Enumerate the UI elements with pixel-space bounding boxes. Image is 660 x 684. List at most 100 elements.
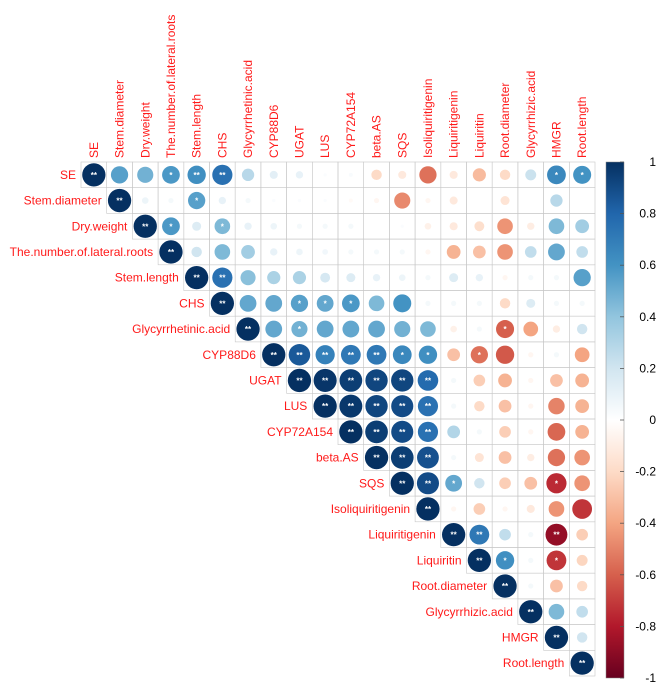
corr-circle bbox=[365, 420, 388, 444]
row-label: HMGR bbox=[502, 630, 539, 644]
corr-circle bbox=[365, 369, 388, 392]
corr-circle bbox=[133, 214, 157, 238]
significance-label: ** bbox=[425, 479, 432, 488]
corr-circle bbox=[475, 273, 484, 282]
corr-circle bbox=[262, 343, 286, 367]
corr-circle bbox=[417, 396, 439, 417]
corr-circle bbox=[553, 300, 560, 306]
corr-circle bbox=[576, 580, 588, 592]
significance-label: ** bbox=[219, 299, 226, 308]
significance-label: * bbox=[169, 171, 173, 180]
corr-circle bbox=[348, 172, 353, 177]
column-label: Glycyrrhetinic.acid bbox=[241, 60, 255, 158]
corr-circle bbox=[394, 320, 411, 338]
corr-circle bbox=[398, 274, 406, 281]
corr-circle bbox=[339, 420, 363, 444]
corr-circle bbox=[575, 373, 590, 388]
corr-circle bbox=[110, 166, 129, 184]
corr-circle bbox=[391, 369, 414, 392]
corr-circle bbox=[498, 399, 512, 413]
significance-label: * bbox=[169, 222, 173, 231]
corr-circle bbox=[498, 451, 512, 464]
corr-circle bbox=[212, 267, 233, 288]
significance-label: ** bbox=[399, 428, 406, 437]
corr-circle bbox=[425, 249, 431, 255]
corr-circle bbox=[315, 345, 335, 365]
significance-label: ** bbox=[322, 376, 329, 385]
corr-circle bbox=[162, 217, 180, 236]
corr-circle bbox=[265, 294, 283, 312]
corr-circle bbox=[313, 394, 337, 418]
corr-circle bbox=[576, 554, 588, 566]
corr-circle bbox=[548, 501, 565, 517]
corr-circle bbox=[573, 165, 592, 184]
corr-circle bbox=[473, 503, 486, 515]
corr-circle bbox=[292, 271, 307, 285]
grid-cell bbox=[568, 187, 596, 214]
column-label: SQS bbox=[395, 133, 409, 158]
corr-circle bbox=[499, 426, 511, 438]
corr-circle bbox=[530, 199, 532, 202]
corr-circle bbox=[495, 345, 515, 364]
row-label: Liquiritigenin bbox=[368, 528, 435, 542]
corr-circle bbox=[499, 528, 511, 541]
corr-circle bbox=[544, 625, 569, 650]
corr-circle bbox=[168, 197, 174, 204]
corr-circle bbox=[550, 579, 563, 593]
corr-circle bbox=[470, 346, 488, 364]
significance-label: * bbox=[452, 479, 456, 488]
corr-circle bbox=[575, 219, 590, 234]
significance-label: ** bbox=[553, 531, 560, 540]
colorbar-tick-label: 1 bbox=[649, 155, 656, 169]
row-label: The.number.of.lateral.roots bbox=[10, 245, 153, 259]
corr-circle bbox=[348, 198, 353, 203]
corr-circle bbox=[390, 471, 414, 495]
corr-circle bbox=[425, 275, 431, 281]
corr-circle bbox=[425, 197, 431, 204]
significance-label: ** bbox=[528, 608, 535, 617]
significance-label: * bbox=[555, 479, 559, 488]
corr-circle bbox=[550, 374, 563, 387]
significance-label: ** bbox=[399, 376, 406, 385]
colorbar-tick-label: 0.4 bbox=[639, 310, 656, 324]
corr-circle bbox=[191, 246, 202, 258]
significance-label: ** bbox=[194, 171, 201, 180]
corr-circle bbox=[420, 321, 436, 337]
corr-circle bbox=[523, 321, 539, 337]
corr-circle bbox=[451, 454, 457, 461]
significance-label: ** bbox=[425, 376, 432, 385]
significance-label: * bbox=[221, 222, 225, 231]
corr-circle bbox=[265, 320, 283, 338]
corr-circle bbox=[576, 246, 588, 258]
significance-label: ** bbox=[476, 556, 483, 565]
row-label: Isoliquiritigenin bbox=[331, 502, 410, 516]
corr-circle bbox=[214, 218, 231, 235]
corr-circle bbox=[137, 166, 154, 183]
column-label: Root.diameter bbox=[498, 83, 512, 158]
corr-circle bbox=[185, 266, 209, 290]
corr-circle bbox=[82, 163, 106, 187]
colorbar-tick-label: 0.8 bbox=[639, 207, 656, 221]
corr-circle bbox=[451, 300, 457, 306]
column-label: Dry.weight bbox=[138, 102, 152, 158]
corr-circle bbox=[288, 344, 311, 366]
corr-circle bbox=[346, 273, 356, 283]
corr-circle bbox=[192, 221, 202, 231]
corr-circle bbox=[339, 394, 363, 418]
corr-circle bbox=[393, 294, 412, 313]
corr-circle bbox=[524, 476, 538, 490]
significance-label: * bbox=[195, 197, 199, 206]
significance-label: ** bbox=[373, 376, 380, 385]
corr-circle bbox=[528, 429, 534, 435]
row-label: LUS bbox=[284, 399, 307, 413]
corr-circle bbox=[449, 273, 459, 283]
significance-label: ** bbox=[399, 454, 406, 463]
corr-circle bbox=[548, 603, 565, 620]
corr-circle bbox=[576, 605, 588, 618]
row-label: Glycyrrhetinic.acid bbox=[132, 322, 230, 336]
corr-circle bbox=[528, 275, 534, 281]
corr-circle bbox=[528, 583, 534, 589]
column-label: Glycyrrhizic.acid bbox=[524, 71, 538, 158]
corr-circle bbox=[322, 223, 328, 229]
corr-circle bbox=[365, 394, 388, 418]
